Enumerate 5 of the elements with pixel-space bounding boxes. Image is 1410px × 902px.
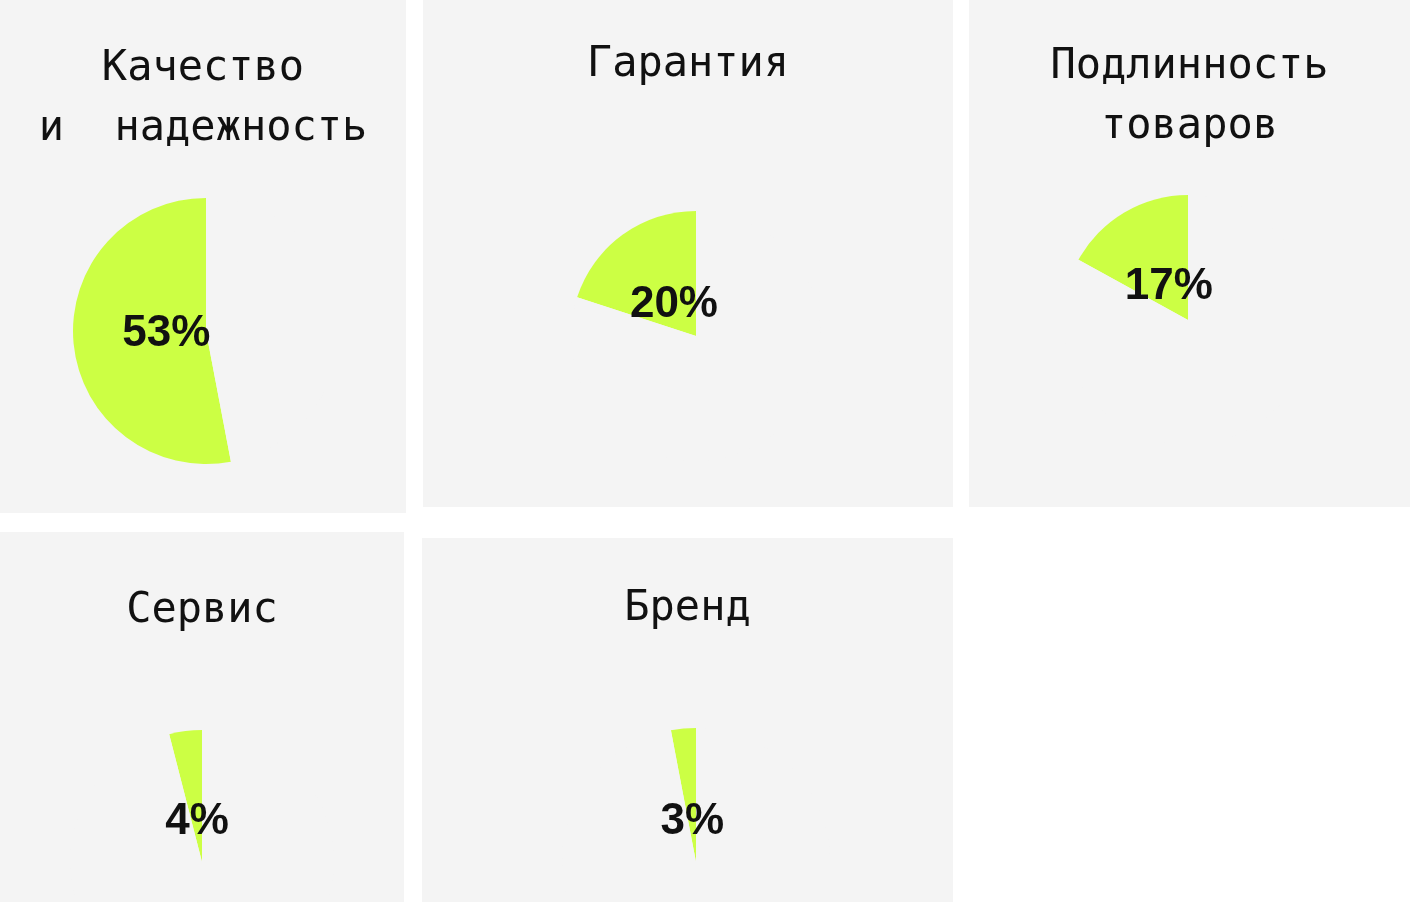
chart-title: Гарантия (586, 36, 790, 86)
chart-title: Качество и надежность (38, 40, 368, 150)
chart-title: Бренд (624, 580, 751, 630)
chart-title: Сервис (126, 582, 278, 632)
chart-title: Подлинность товаров (1050, 38, 1329, 148)
